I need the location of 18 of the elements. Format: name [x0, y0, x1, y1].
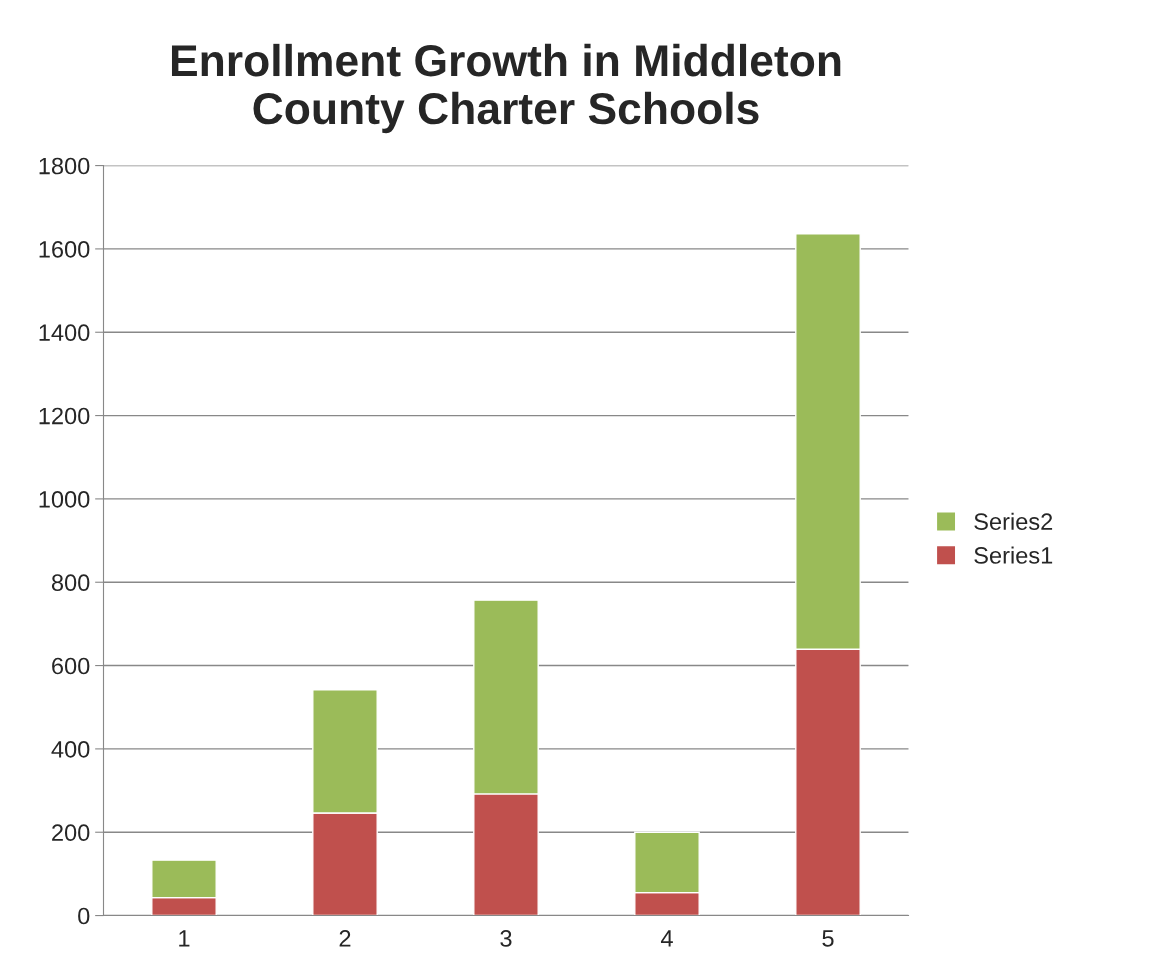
x-tick-label: 1 — [179, 930, 190, 947]
y-tick-label: 800 — [51, 574, 90, 592]
legend-label: Series2 — [974, 512, 1053, 530]
chart-title: Enrollment Growth in Middleton County Charter Schools — [171, 43, 841, 134]
y-tick-label: 200 — [52, 824, 90, 842]
y-tick-label: 1000 — [39, 490, 90, 508]
y-tick-label: 1600 — [39, 240, 90, 258]
y-tick-label: 1800 — [39, 157, 90, 175]
x-tick-label: 2 — [339, 930, 351, 947]
legend-label: Series1 — [974, 546, 1053, 564]
y-tick-label: 1200 — [39, 407, 90, 425]
y-tick-label: 400 — [51, 740, 90, 758]
x-tick-label: 4 — [660, 930, 673, 947]
y-tick-label: 1400 — [39, 324, 90, 342]
x-tick-label: 3 — [500, 930, 512, 947]
y-tick-label: 600 — [52, 657, 90, 675]
y-tick-label: 0 — [78, 907, 90, 925]
x-tick-label: 5 — [822, 930, 834, 947]
